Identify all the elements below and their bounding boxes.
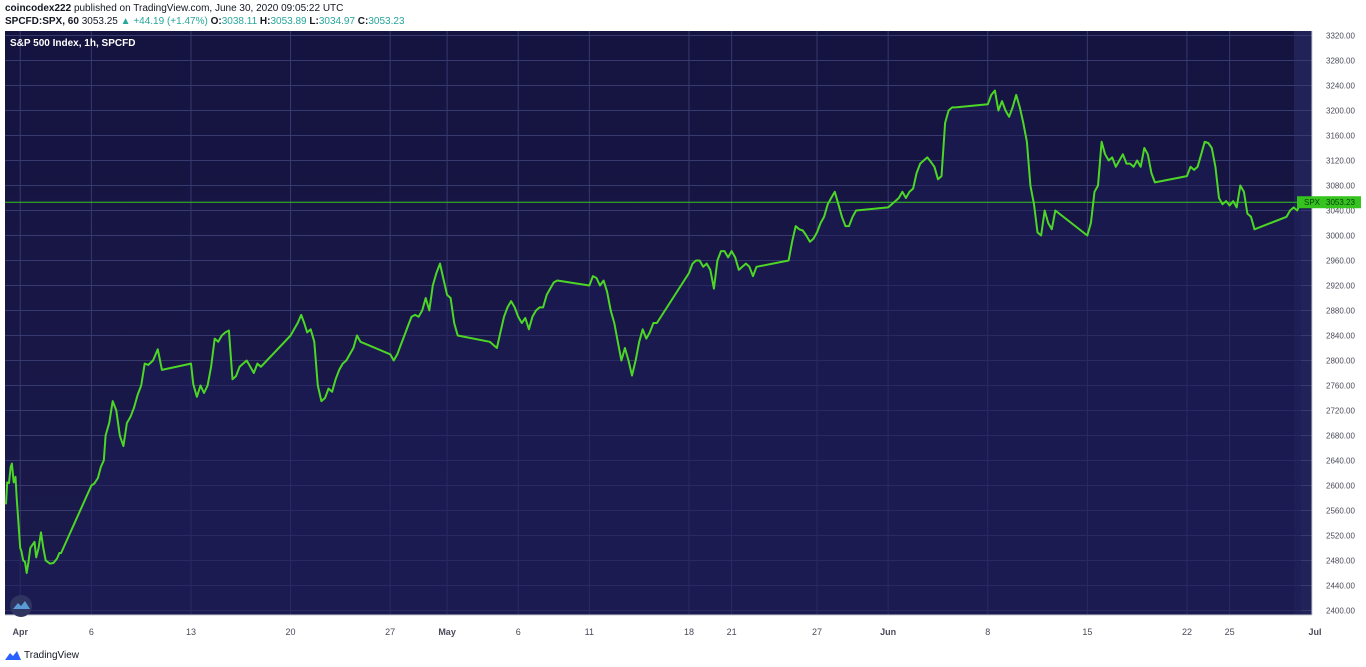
y-tick-label: 2480.00: [1326, 557, 1355, 566]
y-tick-label: 2680.00: [1326, 432, 1355, 441]
tradingview-watermark-icon: [13, 601, 30, 609]
y-tick-label: 3320.00: [1326, 32, 1355, 41]
open-label: O:: [210, 16, 222, 27]
series-line-spx: [5, 89, 1302, 574]
y-tick-label: 2440.00: [1326, 582, 1355, 591]
x-tick-label: 22: [1182, 627, 1192, 637]
x-tick-label: 25: [1225, 627, 1235, 637]
y-tick-label: 3080.00: [1326, 182, 1355, 191]
price-axis-panel[interactable]: [1312, 31, 1366, 615]
footer-brand[interactable]: TradingView: [24, 649, 80, 661]
high-label: H:: [259, 16, 271, 27]
y-tick-label: 2520.00: [1326, 532, 1355, 541]
x-tick-label: 20: [286, 627, 296, 637]
y-tick-label: 3040.00: [1326, 207, 1355, 216]
y-tick-label: 2960.00: [1326, 257, 1355, 266]
high-value: 3053.89: [270, 16, 307, 27]
y-tick-label: 3200.00: [1326, 107, 1355, 116]
low-label: L:: [309, 16, 319, 27]
close-value: 3053.23: [368, 16, 405, 27]
x-tick-label: 6: [89, 627, 94, 637]
price-change: ▲ +44.19 (+1.47%): [120, 16, 208, 27]
y-tick-label: 2560.00: [1326, 507, 1355, 516]
area-fill: [6, 90, 1301, 615]
chart-title: S&P 500 Index, 1h, SPCFD: [10, 38, 135, 49]
y-tick-label: 3120.00: [1326, 157, 1355, 166]
x-tick-label: 18: [684, 627, 694, 637]
x-tick-label: Jul: [1308, 627, 1321, 637]
x-tick-label: 21: [727, 627, 737, 637]
chart-header: coincodex222 published on TradingView.co…: [0, 0, 1366, 30]
price-chart[interactable]: 2400.00 2440.00 2480.00 2520.00 2560.00 2600.…: [0, 0, 1366, 647]
symbol-label[interactable]: SPCFD:SPX, 60: [5, 16, 79, 27]
x-tick-label: Apr: [12, 627, 28, 637]
x-tick-label: 6: [516, 627, 521, 637]
last-price-tag-value: 3053.23: [1326, 198, 1355, 207]
time-axis-labels: Apr 6 13 20 27 May 6 11 18 21 27 Jun 8 15 22 25 Jul: [12, 627, 1321, 637]
y-tick-label: 2760.00: [1326, 382, 1355, 391]
close-label: C:: [357, 16, 369, 27]
last-price: 3053.25: [81, 16, 118, 27]
low-value: 3034.97: [318, 16, 356, 27]
x-tick-label: 11: [585, 627, 594, 637]
ohlc-line: SPCFD:SPX, 60 3053.25 ▲ +44.19 (+1.47%) …: [5, 16, 405, 27]
last-price-tag-bg: [1297, 196, 1361, 209]
x-tick-label: 15: [1082, 627, 1092, 637]
last-price-tag-symbol: SPX: [1304, 198, 1321, 207]
y-tick-label: 2800.00: [1326, 357, 1355, 366]
publish-line: coincodex222 published on TradingView.co…: [5, 3, 343, 14]
x-tick-label: May: [438, 627, 456, 637]
y-tick-label: 2720.00: [1326, 407, 1355, 416]
y-tick-label: 2640.00: [1326, 457, 1355, 466]
author-name[interactable]: coincodex222: [5, 3, 72, 14]
x-tick-label: 13: [186, 627, 196, 637]
price-axis-labels: 2400.00 2440.00 2480.00 2520.00 2560.00 2600.…: [1326, 32, 1355, 616]
x-tick-label: Jun: [880, 627, 896, 637]
y-tick-label: 2840.00: [1326, 332, 1355, 341]
x-tick-label: 27: [385, 627, 395, 637]
y-tick-label: 2880.00: [1326, 307, 1355, 316]
publish-info: published on TradingView.com, June 30, 2…: [73, 3, 344, 14]
y-tick-label: 3000.00: [1326, 232, 1355, 241]
y-tick-label: 2600.00: [1326, 482, 1355, 491]
y-tick-label: 2400.00: [1326, 607, 1355, 616]
y-tick-label: 2920.00: [1326, 282, 1355, 291]
y-tick-label: 3160.00: [1326, 132, 1355, 141]
x-tick-label: 27: [812, 627, 822, 637]
last-price-tag: SPX 3053.23: [1297, 196, 1361, 209]
y-tick-label: 3280.00: [1326, 57, 1355, 66]
time-axis-panel[interactable]: [5, 615, 1312, 647]
logo-watermark: [10, 595, 32, 617]
x-tick-label: 8: [985, 627, 990, 637]
footer: TradingView: [5, 647, 79, 663]
open-value: 3038.11: [221, 16, 258, 27]
tradingview-logo-icon[interactable]: [5, 650, 21, 660]
y-tick-label: 3240.00: [1326, 82, 1355, 91]
